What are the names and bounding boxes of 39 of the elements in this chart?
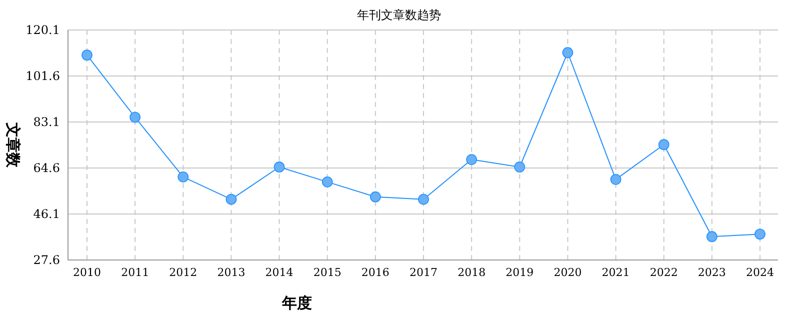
point (658, 139, 670, 150)
x-tick-label: 2024 (746, 266, 774, 279)
x-tick-label: 2010 (73, 266, 101, 279)
point (274, 162, 285, 172)
x-tick-label: 2019 (506, 266, 534, 279)
x-tick-label: 2012 (169, 266, 198, 279)
point (370, 191, 381, 202)
point (514, 162, 526, 172)
y-tick-label: 64.6 (33, 160, 60, 175)
x-tick-label: 2015 (313, 266, 342, 279)
point (82, 50, 92, 61)
x-tick-label: 2016 (361, 266, 390, 279)
y-tick-label: 101.6 (26, 68, 60, 83)
point (418, 194, 429, 205)
point (178, 172, 189, 182)
x-tick-label: 2011 (121, 266, 150, 279)
point (754, 228, 766, 240)
x-axis-title: 年度 (281, 294, 312, 312)
x-tick-label: 2020 (554, 266, 582, 279)
x-tick-label: 2013 (217, 266, 246, 279)
point (226, 194, 237, 205)
point (562, 47, 574, 58)
y-tick-label: 120.1 (26, 22, 60, 37)
y-tick-label: 46.1 (33, 206, 60, 221)
point (466, 154, 478, 165)
x-tick-label: 2017 (410, 266, 438, 279)
point (706, 231, 718, 242)
x-tick-label: 2023 (698, 266, 726, 279)
x-tick-label: 2014 (265, 266, 294, 279)
x-tick-label: 2021 (602, 266, 630, 279)
y-tick-label: 27.6 (33, 252, 60, 267)
chart-title: 年刊文章数趋势 (357, 8, 441, 22)
point (610, 174, 622, 185)
y-tick-label: 83.1 (33, 114, 60, 129)
point (322, 176, 333, 188)
x-tick-label: 2022 (650, 266, 678, 279)
y-axis-title: 文章数 (4, 122, 22, 168)
x-tick-label: 2018 (458, 266, 486, 279)
point (130, 112, 141, 123)
